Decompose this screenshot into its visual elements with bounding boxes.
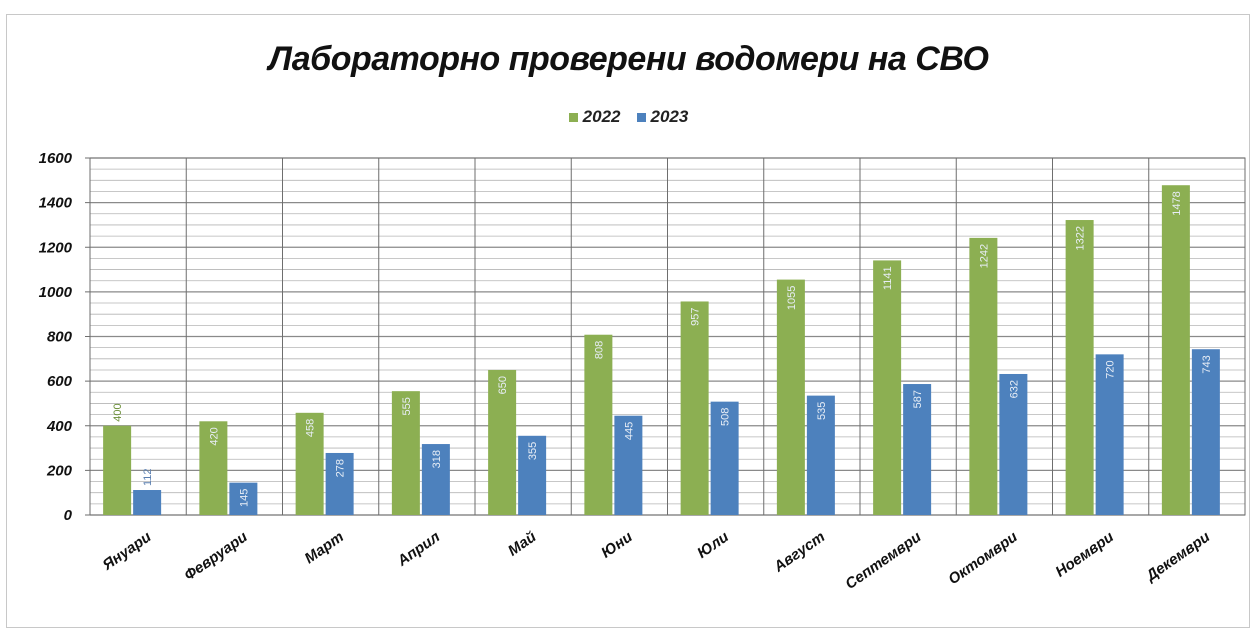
data-label-2023-9: 632	[1008, 380, 1020, 398]
bar-2022-11	[1161, 185, 1190, 515]
bar-2022-4	[488, 369, 517, 515]
bar-2023-6	[710, 401, 739, 515]
data-label-2023-7: 535	[816, 402, 828, 420]
bar-2022-1	[199, 421, 228, 515]
legend-swatch-2023	[636, 112, 646, 122]
data-label-2023-11: 743	[1201, 355, 1213, 373]
bar-2022-8	[873, 260, 902, 515]
legend-item-2023: 2023	[636, 107, 689, 127]
bar-2023-11	[1191, 349, 1220, 515]
y-tick-label: 800	[47, 329, 73, 346]
data-label-2022-3: 555	[401, 397, 413, 415]
bars	[103, 185, 1220, 515]
chart-title: Лабораторно проверени водомери на СВО	[268, 40, 989, 78]
bar-2022-10	[1065, 220, 1094, 515]
y-tick-label: 200	[46, 462, 73, 479]
data-label-2022-6: 957	[690, 307, 702, 325]
bar-2023-2	[325, 452, 354, 515]
y-tick-label: 1200	[39, 239, 73, 256]
data-label-2023-0: 112	[142, 468, 154, 486]
data-label-2022-8: 1141	[882, 266, 894, 290]
legend-item-2022: 2022	[568, 107, 621, 127]
bar-2023-3	[421, 444, 450, 515]
bar-2022-3	[391, 391, 420, 515]
x-axis-categories: Януари Февруари Март Април Май Юни Юли Август Се…	[99, 528, 1213, 593]
legend-label-2023: 2023	[650, 107, 689, 126]
gridlines	[89, 157, 1246, 516]
bar-2022-0	[103, 425, 132, 515]
data-label-2023-5: 445	[623, 422, 635, 440]
category-label: Октомври	[945, 528, 1020, 588]
data-label-2022-10: 1322	[1075, 226, 1087, 250]
data-label-2023-2: 278	[335, 459, 347, 477]
y-tick-label: 1400	[39, 195, 73, 212]
data-label-2022-1: 420	[208, 427, 220, 445]
data-label-2023-6: 508	[720, 408, 732, 426]
bar-2023-7	[806, 395, 835, 515]
category-label: Ноември	[1052, 528, 1116, 580]
chart-legend: 2022 2023	[0, 107, 1257, 127]
category-label: Януари	[99, 528, 155, 574]
y-axis-ticks: 0 200 400 600 800 1000 1200 1400 1600	[39, 150, 90, 524]
bar-2022-9	[969, 237, 998, 515]
y-tick-label: 400	[46, 418, 73, 435]
data-label-2022-0: 400	[112, 403, 124, 421]
data-label-2022-5: 808	[593, 341, 605, 359]
bar-2022-7	[776, 279, 805, 515]
bar-2023-1	[229, 482, 258, 515]
data-label-2023-4: 355	[527, 442, 539, 460]
data-label-2022-9: 1242	[978, 244, 990, 268]
data-label-2023-10: 720	[1105, 360, 1117, 378]
data-label-2022-11: 1478	[1171, 191, 1183, 215]
data-label-2023-1: 145	[238, 489, 250, 507]
data-labels: 400 112 420 145 458 278 555 318 650 355 808 445 957 5…	[112, 191, 1213, 507]
bar-2023-4	[518, 435, 547, 515]
bar-2022-5	[584, 334, 613, 515]
category-label: Март	[302, 528, 347, 567]
bar-2023-8	[903, 384, 932, 515]
y-tick-label: 0	[64, 507, 73, 524]
category-label: Май	[505, 528, 539, 559]
data-label-2022-7: 1055	[786, 286, 798, 310]
bar-2022-2	[295, 412, 324, 515]
category-label: Август	[770, 528, 828, 576]
y-tick-label: 1000	[39, 284, 73, 301]
bar-2023-5	[614, 415, 643, 515]
bar-2023-9	[999, 373, 1028, 515]
y-tick-label: 600	[47, 373, 73, 390]
bar-2022-6	[680, 301, 709, 515]
bar-2023-10	[1095, 354, 1124, 515]
chart-frame	[6, 14, 1250, 628]
bar-2023-0	[133, 490, 162, 515]
category-label: Февруари	[181, 528, 250, 584]
category-label: Септември	[842, 528, 924, 593]
category-label: Юни	[598, 528, 635, 561]
category-label: Юли	[694, 528, 732, 561]
data-label-2022-4: 650	[497, 376, 509, 394]
data-label-2023-3: 318	[431, 450, 443, 468]
data-label-2022-2: 458	[305, 419, 317, 437]
y-tick-label: 1600	[39, 150, 73, 167]
data-label-2023-8: 587	[912, 390, 924, 408]
legend-label-2022: 2022	[582, 107, 621, 126]
category-label: Април	[394, 528, 444, 570]
category-label: Декември	[1141, 528, 1213, 585]
legend-swatch-2022	[568, 112, 578, 122]
